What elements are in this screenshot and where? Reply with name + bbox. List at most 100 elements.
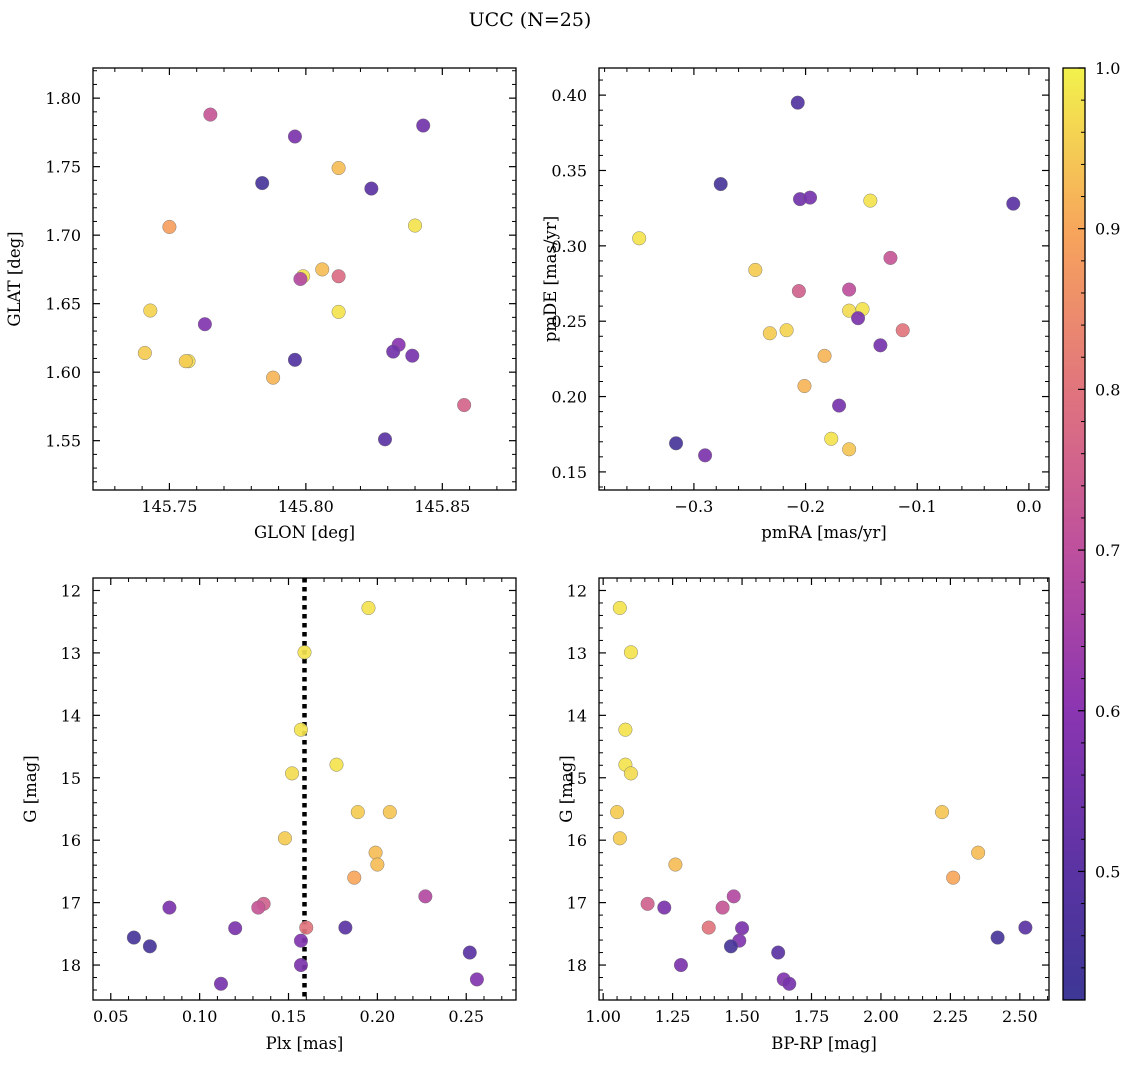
scatter-point (251, 900, 266, 915)
scatter-point (293, 272, 308, 287)
scatter-point (701, 920, 716, 935)
colorbar-tick-label: 1.0 (1095, 59, 1120, 78)
scatter-point (293, 933, 308, 948)
scatter-point (610, 805, 625, 820)
scatter-point (126, 930, 141, 945)
y-tick-label: 1.70 (45, 226, 81, 245)
scatter-point (632, 231, 647, 246)
x-tick-label: −0.3 (674, 497, 713, 516)
x-tick-label: 0.0 (1016, 497, 1041, 516)
scatter-point (347, 870, 362, 885)
y-tick-label: 17 (567, 894, 587, 913)
x-tick-label: 2.25 (933, 1007, 969, 1026)
y-axis-label: GLAT [deg] (5, 231, 24, 326)
y-tick-label: 1.60 (45, 363, 81, 382)
scatter-point (817, 348, 832, 363)
scatter-point (735, 921, 750, 936)
axis-ticks (599, 68, 1049, 490)
y-tick-label: 1.80 (45, 89, 81, 108)
scatter-point (338, 920, 353, 935)
scatter-point (990, 930, 1005, 945)
scatter-point (668, 857, 683, 872)
x-tick-label: 0.10 (182, 1007, 218, 1026)
x-tick-label: 1.75 (794, 1007, 830, 1026)
scatter-point (715, 900, 730, 915)
axes-frame (598, 577, 1050, 1001)
y-tick-label: 1.75 (45, 158, 81, 177)
scatter-point (405, 348, 420, 363)
scatter-point (762, 326, 777, 341)
x-axis-label: pmRA [mas/yr] (761, 523, 886, 542)
axes-frame (92, 577, 517, 1001)
y-axis-label: G [mag] (21, 755, 40, 822)
scatter-point (315, 262, 330, 277)
colorbar-ticks: 0.5 0.6 0.7 0.8 0.9 1.0 (1078, 59, 1120, 969)
scatter-point (368, 845, 383, 860)
y-tick-label: 14 (567, 706, 587, 725)
scatter-point (971, 845, 986, 860)
scatter-point (142, 939, 157, 954)
scatter-point (203, 107, 218, 122)
scatter-point (623, 645, 638, 660)
scatter-point (1018, 920, 1033, 935)
scatter-point (618, 722, 633, 737)
scatter-point (197, 317, 212, 332)
scatter-point (293, 722, 308, 737)
y-tick-label: 0.35 (551, 161, 587, 180)
scatter-point (416, 118, 431, 133)
x-tick-label: 2.00 (863, 1007, 899, 1026)
scatter-point (824, 431, 839, 446)
scatter-point (350, 805, 365, 820)
scatter-point (137, 345, 152, 360)
scatter-point (842, 282, 857, 297)
colorbar-tick-label: 0.7 (1095, 541, 1120, 560)
x-tick-label: −0.1 (898, 497, 937, 516)
x-tick-label: 0.15 (271, 1007, 307, 1026)
y-axis-label: G [mag] (557, 755, 576, 822)
y-tick-label: 0.20 (551, 388, 587, 407)
scatter-panel-4: 1.00 1.25 1.50 1.75 2.00 2.25 2.50 12 13 14 15 16 17… (557, 577, 1050, 1053)
scatter-point (266, 370, 281, 385)
scatter-point (883, 250, 898, 265)
scatter-point (408, 218, 423, 233)
colorbar-frame (1062, 67, 1086, 1001)
colorbar-tick-label: 0.6 (1095, 702, 1120, 721)
axis-ticks (599, 577, 1049, 1000)
x-axis-label: BP-RP [mag] (771, 1034, 877, 1053)
scatter-point (386, 344, 401, 359)
x-tick-label: 145.85 (414, 497, 470, 516)
y-axis-label: pmDE [mas/yr] (541, 216, 560, 342)
y-tick-label: 12 (567, 581, 587, 600)
x-tick-label: 0.05 (93, 1007, 129, 1026)
scatter-point (277, 831, 292, 846)
scatter-point (612, 600, 627, 615)
axes-frame (92, 67, 517, 491)
scatter-point (791, 284, 806, 299)
scatter-point (143, 303, 158, 318)
scatter-panels: 145.75 145.80 145.851.551.601.651.701.751.… (5, 67, 1050, 1053)
x-tick-label: −0.2 (786, 497, 825, 516)
colorbar: 0.5 0.6 0.7 0.8 0.9 1.0 (1062, 59, 1120, 1001)
scatter-point (748, 262, 763, 277)
scatter-point (162, 900, 177, 915)
scatter-point (657, 900, 672, 915)
scatter-point (698, 448, 713, 463)
x-tick-label: 1.25 (655, 1007, 691, 1026)
scatter-point (287, 129, 302, 144)
y-tick-label: 0.40 (551, 86, 587, 105)
scatter-point (331, 269, 346, 284)
y-tick-label: 12 (61, 581, 81, 600)
scatter-point (285, 766, 300, 781)
x-tick-label: 145.75 (141, 497, 197, 516)
y-tick-label: 18 (61, 956, 81, 975)
scatter-point (803, 190, 818, 205)
y-tick-label: 13 (567, 644, 587, 663)
scatter-point (297, 645, 312, 660)
scatter-point (895, 323, 910, 338)
x-tick-label: 2.50 (1002, 1007, 1038, 1026)
scatter-point (382, 805, 397, 820)
scatter-point (723, 939, 738, 954)
x-axis-label: GLON [deg] (254, 523, 355, 542)
axes-frame (598, 67, 1050, 491)
